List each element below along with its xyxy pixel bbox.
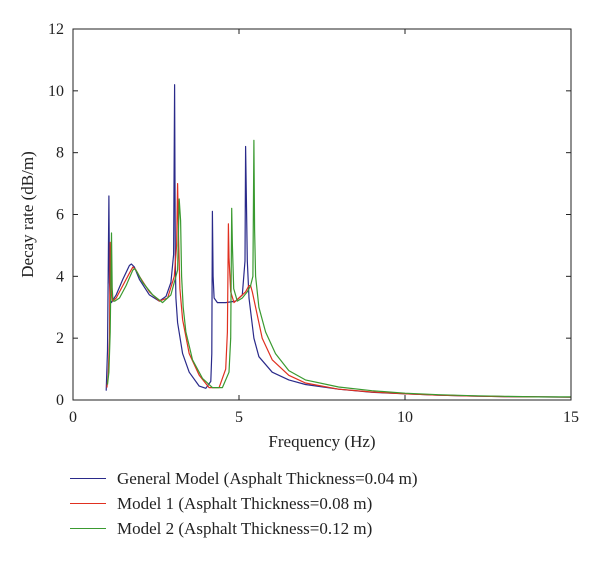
y-axis-ticks: 0 2 4 6 8 10 12 xyxy=(48,21,571,409)
y-tick-label-3: 6 xyxy=(56,207,64,224)
legend-item-model-1: Model 1 (Asphalt Thickness=0.08 m) xyxy=(70,491,590,516)
series-line-2 xyxy=(106,139,571,398)
y-tick-label-4: 8 xyxy=(56,145,64,162)
x-tick-label-0: 0 xyxy=(69,409,77,426)
legend-swatch-model-1 xyxy=(70,503,106,504)
y-tick-label-1: 2 xyxy=(56,330,64,347)
series-layer xyxy=(105,84,572,398)
legend-swatch-model-2 xyxy=(70,528,106,529)
legend-swatch-general-model xyxy=(70,478,106,479)
x-tick-label-3: 15 xyxy=(563,409,579,426)
plot-area: 0 5 10 15 0 2 4 6 8 10 12 xyxy=(48,21,579,426)
y-tick-label-5: 10 xyxy=(48,83,64,100)
x-axis-label: Frequency (Hz) xyxy=(268,432,375,451)
y-tick-label-2: 4 xyxy=(56,268,64,285)
y-axis-label: Decay rate (dB/m) xyxy=(18,151,37,278)
legend-item-model-2: Model 2 (Asphalt Thickness=0.12 m) xyxy=(70,516,590,541)
y-tick-label-0: 0 xyxy=(56,392,64,409)
x-tick-label-1: 5 xyxy=(235,409,243,426)
plot-frame xyxy=(72,28,572,401)
legend-label-model-2: Model 2 (Asphalt Thickness=0.12 m) xyxy=(117,518,373,538)
x-tick-label-2: 10 xyxy=(397,409,413,426)
decay-rate-chart: 0 5 10 15 0 2 4 6 8 10 12 Frequency (Hz) Decay ra… xyxy=(18,21,579,451)
series-line-0 xyxy=(105,84,572,398)
legend-label-general-model: General Model (Asphalt Thickness=0.04 m) xyxy=(117,468,418,488)
legend-item-general-model: General Model (Asphalt Thickness=0.04 m) xyxy=(70,466,590,491)
x-axis-ticks: 0 5 10 15 xyxy=(69,29,579,426)
series-line-1 xyxy=(106,183,572,398)
legend-label-model-1: Model 1 (Asphalt Thickness=0.08 m) xyxy=(117,493,373,513)
legend: General Model (Asphalt Thickness=0.04 m)… xyxy=(70,466,590,541)
y-tick-label-6: 12 xyxy=(48,21,64,38)
